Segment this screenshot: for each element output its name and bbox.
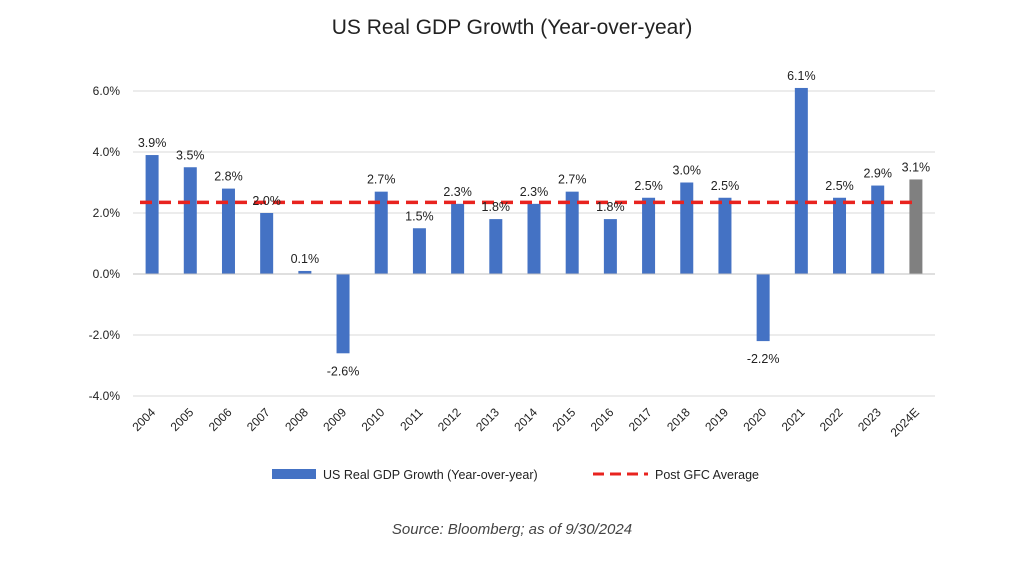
bar-2010 bbox=[374, 191, 388, 274]
y-tick-label: 2.0% bbox=[93, 206, 121, 220]
data-label-2007: 2.0% bbox=[252, 194, 281, 208]
x-tick-label: 2004 bbox=[129, 405, 158, 434]
data-label-2008: 0.1% bbox=[291, 252, 320, 266]
x-tick-label: 2017 bbox=[626, 405, 655, 434]
bar-2012 bbox=[451, 203, 465, 274]
data-label-2020: -2.2% bbox=[747, 352, 780, 366]
y-tick-label: 0.0% bbox=[93, 267, 121, 281]
data-label-2006: 2.8% bbox=[214, 170, 243, 184]
x-tick-label: 2007 bbox=[244, 405, 273, 434]
x-tick-label: 2006 bbox=[206, 405, 235, 434]
data-label-2009: -2.6% bbox=[327, 364, 360, 378]
bar-2020 bbox=[756, 274, 770, 342]
x-tick-label: 2008 bbox=[282, 405, 311, 434]
data-label-2019: 2.5% bbox=[711, 179, 740, 193]
x-tick-label: 2020 bbox=[740, 405, 769, 434]
x-axis-ticks: 2004 2005 2006 2007 2008 2009 2010 2011 2012 2013… bbox=[129, 405, 922, 440]
data-label-2010: 2.7% bbox=[367, 173, 396, 187]
bar-2021 bbox=[794, 87, 808, 274]
x-tick-label: 2019 bbox=[702, 405, 731, 434]
data-label-2014: 2.3% bbox=[520, 185, 549, 199]
y-tick-label: 4.0% bbox=[93, 145, 121, 159]
data-label-2004: 3.9% bbox=[138, 136, 167, 150]
bar-2006 bbox=[221, 188, 235, 274]
bar-2022 bbox=[833, 197, 847, 274]
x-tick-label: 2013 bbox=[473, 405, 502, 434]
legend: US Real GDP Growth (Year-over-year) Post… bbox=[272, 468, 759, 482]
x-tick-label: 2014 bbox=[511, 405, 540, 434]
data-label-2005: 3.5% bbox=[176, 148, 205, 162]
bar-2005 bbox=[183, 167, 197, 274]
bar-2019 bbox=[718, 197, 732, 274]
data-label-2017: 2.5% bbox=[634, 179, 663, 193]
y-tick-label: 6.0% bbox=[93, 84, 121, 98]
x-tick-label: 2012 bbox=[435, 405, 464, 434]
legend-label-average: Post GFC Average bbox=[655, 468, 759, 482]
data-label-2011: 1.5% bbox=[405, 209, 434, 223]
bar-2015 bbox=[565, 191, 579, 274]
x-tick-label: 2009 bbox=[320, 405, 349, 434]
x-tick-label: 2018 bbox=[664, 405, 693, 434]
x-tick-label: 2010 bbox=[359, 405, 388, 434]
data-label-2024E: 3.1% bbox=[902, 160, 931, 174]
bar-2013 bbox=[489, 219, 503, 274]
bar-2017 bbox=[642, 197, 656, 274]
y-tick-label: -2.0% bbox=[89, 328, 121, 342]
x-tick-label: 2022 bbox=[817, 405, 846, 434]
bar-2011 bbox=[412, 228, 426, 274]
x-tick-label: 2024E bbox=[888, 405, 922, 439]
bar-2023 bbox=[871, 185, 885, 274]
legend-bar-swatch bbox=[272, 469, 316, 479]
chart-title: US Real GDP Growth (Year-over-year) bbox=[332, 16, 693, 39]
y-axis-ticks: 6.0% 4.0% 2.0% 0.0% -2.0% -4.0% bbox=[89, 84, 121, 403]
x-tick-label: 2021 bbox=[779, 405, 808, 434]
data-labels: 3.9% 3.5% 2.8% 2.0% 0.1% -2.6% 2.7% 1.5% 2.3% 1.8… bbox=[138, 69, 930, 378]
x-tick-label: 2015 bbox=[550, 405, 579, 434]
data-label-2021: 6.1% bbox=[787, 69, 816, 83]
data-label-2013: 1.8% bbox=[482, 200, 511, 214]
data-label-2023: 2.9% bbox=[863, 167, 892, 181]
bar-2024E bbox=[909, 179, 923, 274]
bar-2008 bbox=[298, 270, 312, 274]
bar-2014 bbox=[527, 203, 541, 274]
x-tick-label: 2005 bbox=[168, 405, 197, 434]
data-label-2016: 1.8% bbox=[596, 200, 625, 214]
bar-2004 bbox=[145, 155, 159, 274]
data-label-2015: 2.7% bbox=[558, 173, 587, 187]
source-note: Source: Bloomberg; as of 9/30/2024 bbox=[391, 521, 633, 538]
legend-label-gdp: US Real GDP Growth (Year-over-year) bbox=[323, 468, 538, 482]
x-tick-label: 2011 bbox=[397, 405, 425, 433]
x-tick-label: 2023 bbox=[855, 405, 884, 434]
data-label-2022: 2.5% bbox=[825, 179, 854, 193]
bar-2016 bbox=[603, 219, 617, 274]
bar-2007 bbox=[260, 213, 274, 274]
bar-2009 bbox=[336, 274, 350, 354]
bar-2018 bbox=[680, 182, 694, 274]
y-tick-label: -4.0% bbox=[89, 389, 121, 403]
data-label-2012: 2.3% bbox=[443, 185, 472, 199]
data-label-2018: 3.0% bbox=[673, 164, 702, 178]
bars bbox=[145, 87, 923, 354]
x-tick-label: 2016 bbox=[588, 405, 617, 434]
